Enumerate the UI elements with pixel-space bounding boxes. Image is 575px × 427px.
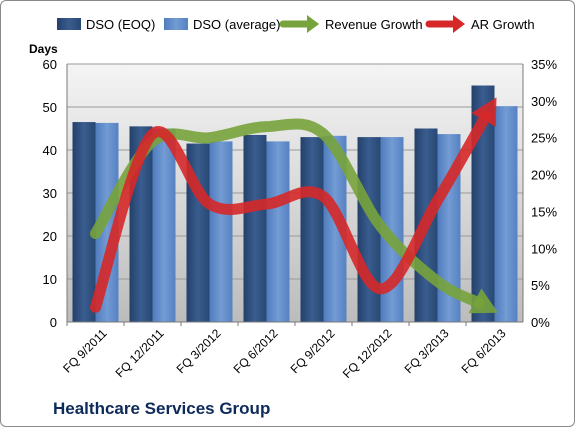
y-left-axis-label: Days [29, 42, 58, 56]
y-left-tick-label: 40 [43, 143, 57, 158]
legend-label: AR Growth [471, 17, 535, 32]
legend-swatch [57, 18, 81, 30]
x-tick-label: FQ 9/2011 [60, 326, 110, 376]
bar-dso-average [209, 141, 233, 322]
bar-dso-eoq [471, 85, 495, 322]
y-right-tick-label: 25% [531, 131, 557, 146]
bar-dso-eoq [72, 122, 96, 322]
y-right-tick-label: 15% [531, 204, 557, 219]
x-tick-label: FQ 12/2012 [340, 326, 395, 381]
chart-title: Healthcare Services Group [53, 399, 271, 418]
bar-dso-average [494, 106, 518, 322]
bar-dso-average [323, 135, 347, 322]
legend-arrow-icon [453, 15, 465, 33]
x-tick-label: FQ 3/2013 [402, 326, 452, 376]
y-left-tick-label: 20 [43, 229, 57, 244]
y-right-tick-label: 35% [531, 57, 557, 72]
legend-label: DSO (average) [193, 17, 280, 32]
growth-lines [90, 97, 499, 314]
legend-label: Revenue Growth [325, 17, 423, 32]
x-tick-label: FQ 6/2012 [231, 326, 281, 376]
y-left-tick-label: 50 [43, 100, 57, 115]
legend-arrow-icon [307, 15, 319, 33]
y-left-tick-label: 10 [43, 272, 57, 287]
x-tick-label: FQ 6/2013 [459, 326, 509, 376]
y-right-tick-label: 20% [531, 168, 557, 183]
legend-item-ar-growth: AR Growth [425, 15, 535, 33]
line-ar-growth [90, 110, 492, 313]
legend-label: DSO (EOQ) [86, 17, 155, 32]
bar-dso-eoq [243, 134, 267, 322]
x-tick-label: FQ 3/2012 [174, 326, 224, 376]
legend-item-dso-eoq: DSO (EOQ) [57, 17, 155, 32]
y-right-tick-label: 30% [531, 94, 557, 109]
legend-swatch [164, 18, 188, 30]
y-left-tick-label: 60 [43, 57, 57, 72]
y-left-tick-label: 0 [50, 315, 57, 330]
x-tick-label: FQ 9/2012 [288, 326, 338, 376]
bar-dso-average [266, 141, 290, 322]
y-right-tick-label: 10% [531, 241, 557, 256]
x-tick-label: FQ 12/2011 [113, 326, 167, 380]
legend-item-revenue-growth: Revenue Growth [279, 15, 423, 33]
bar-dso-eoq [300, 137, 324, 322]
bar-dso-average [152, 128, 176, 322]
legend-item-dso-average: DSO (average) [164, 17, 280, 32]
y-left-tick-label: 30 [43, 186, 57, 201]
arrowhead-ar-growth [471, 97, 497, 127]
legend: DSO (EOQ) DSO (average) Revenue Growth AR G… [57, 15, 535, 33]
arrowhead-revenue-growth [468, 288, 499, 314]
y-right-tick-label: 5% [531, 278, 550, 293]
y-right-tick-label: 0% [531, 315, 550, 330]
